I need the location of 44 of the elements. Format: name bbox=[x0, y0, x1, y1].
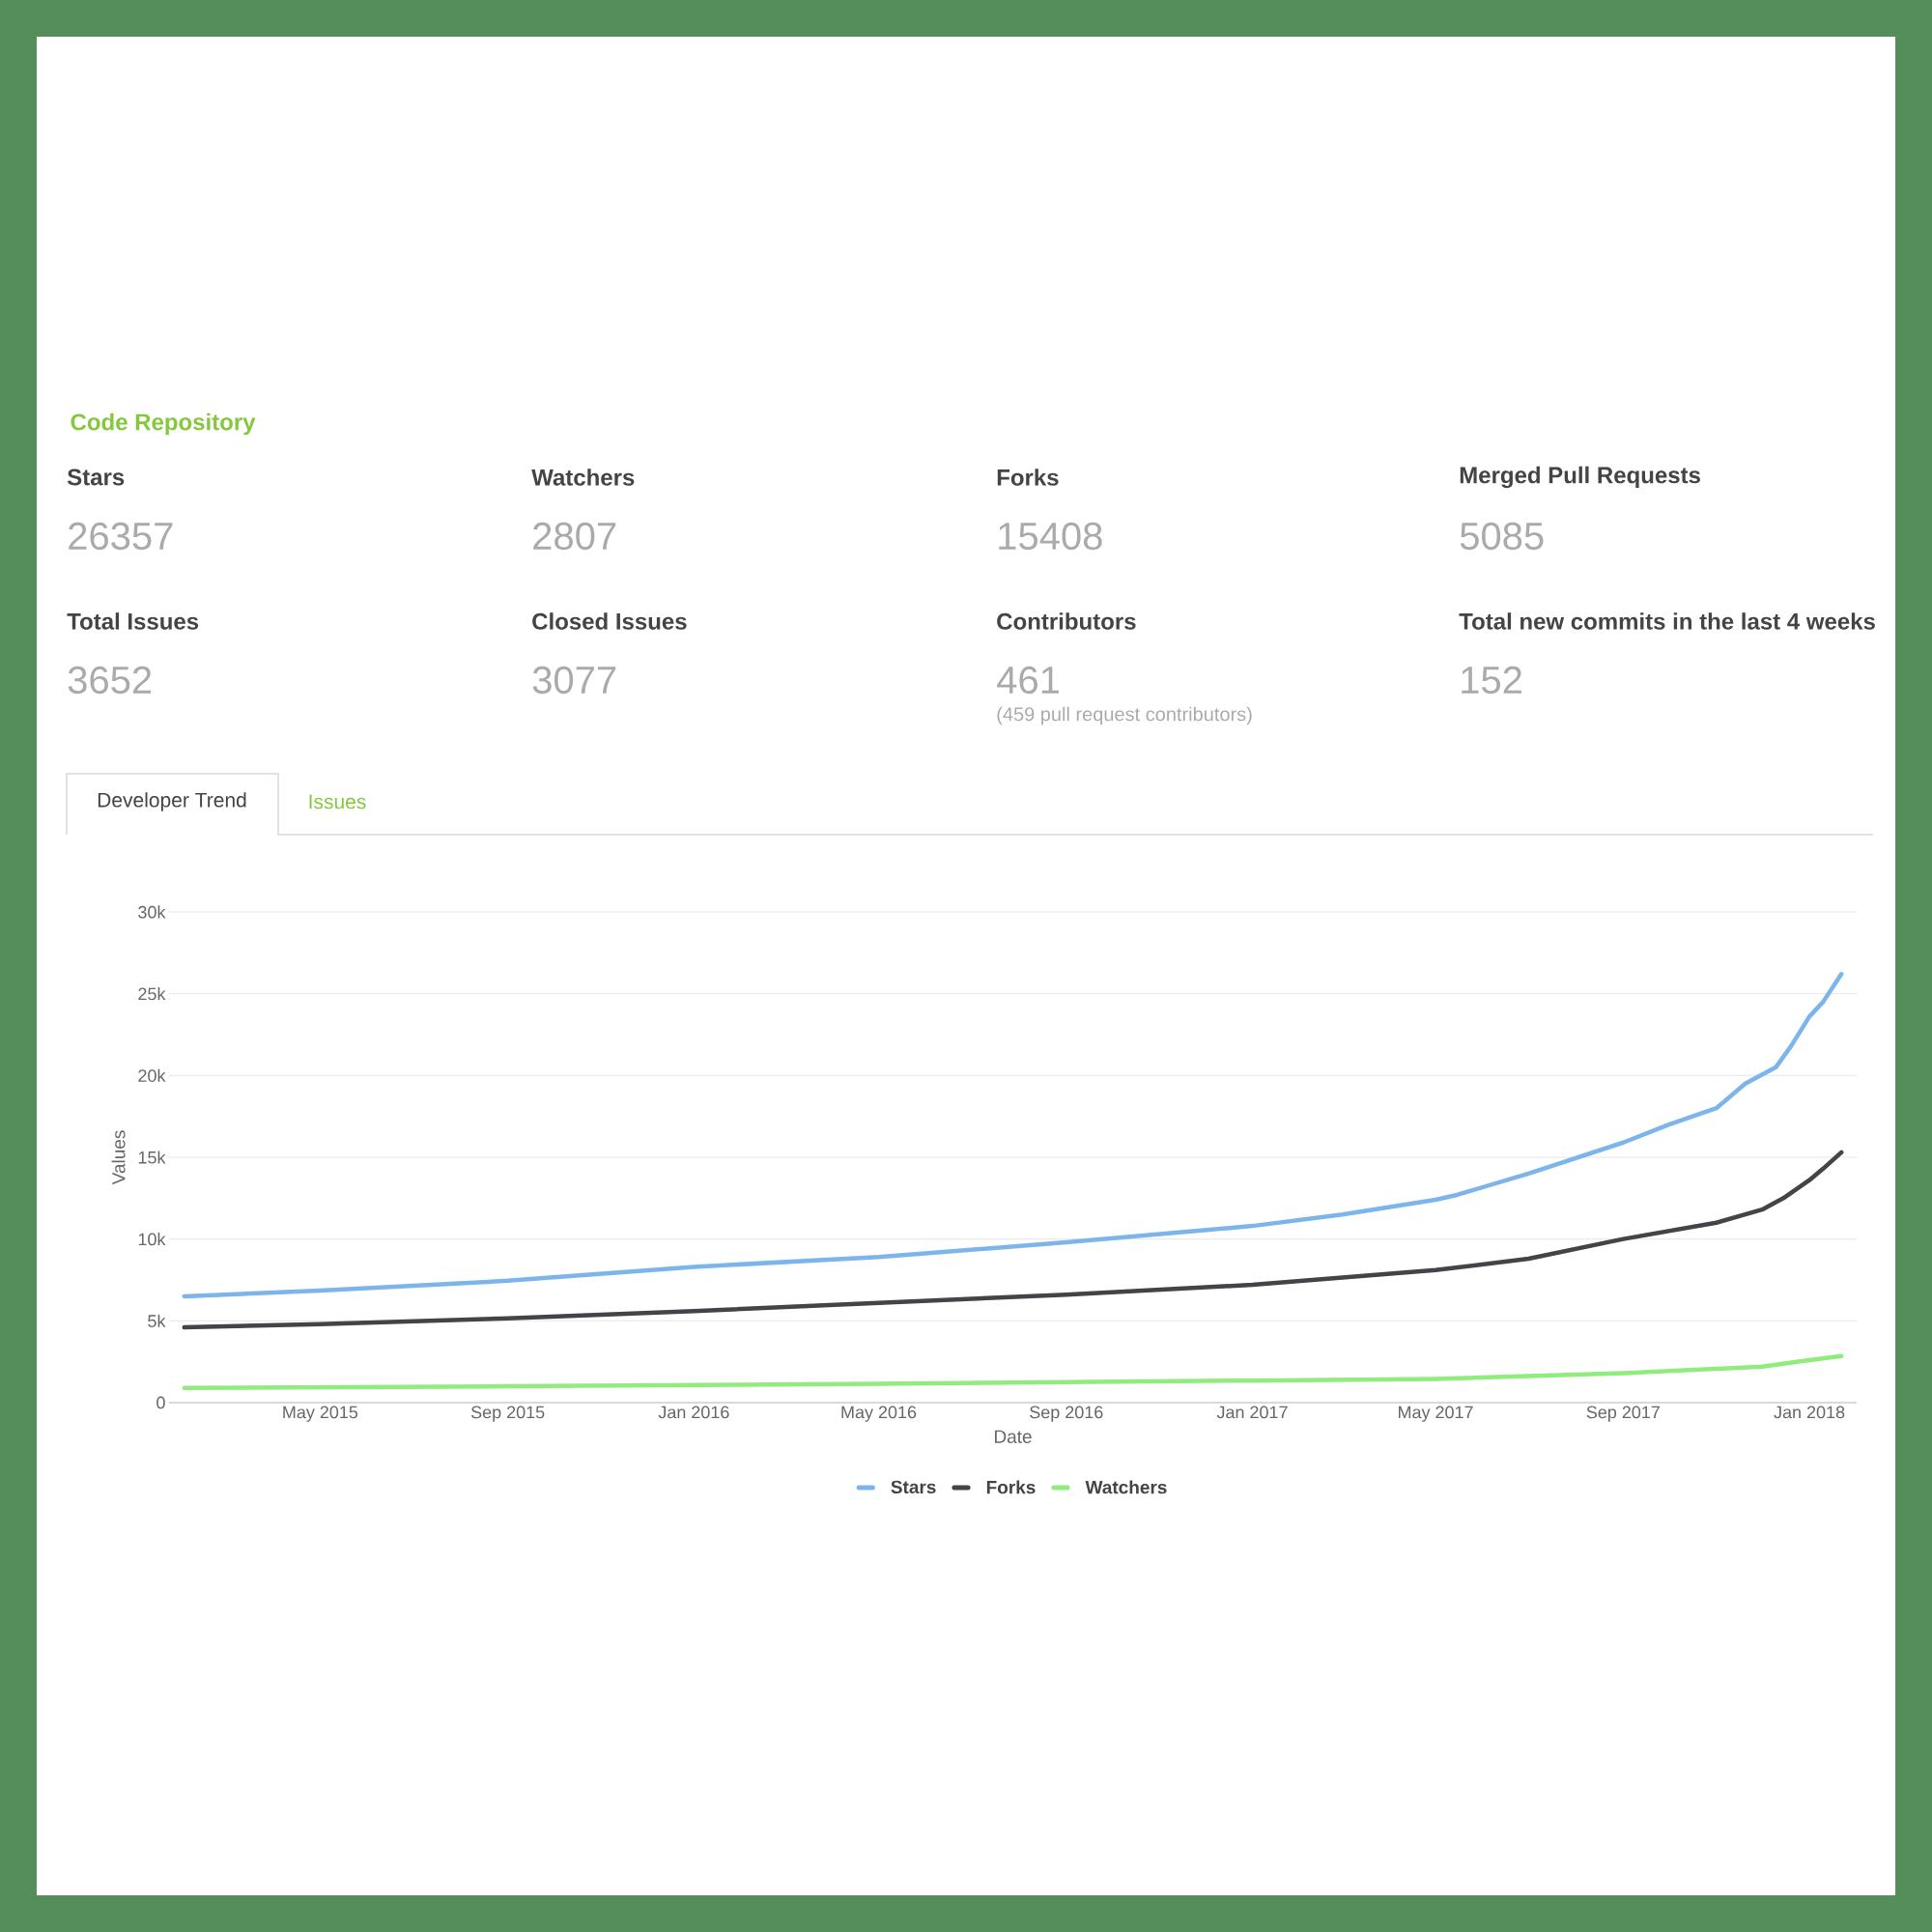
text: 5085 bbox=[1460, 522, 1544, 551]
legend-label: Forks bbox=[986, 1480, 1036, 1494]
legend-label: Watchers bbox=[1085, 1480, 1167, 1494]
text: Watchers bbox=[531, 469, 635, 486]
y-tick-label: 20k bbox=[138, 1068, 166, 1082]
x-tick-label: Sep 2017 bbox=[1586, 1406, 1660, 1422]
text: Stars bbox=[67, 469, 125, 486]
text: Total new commits in the last 4 weeks bbox=[1459, 612, 1875, 630]
line-series bbox=[182, 1353, 1844, 1390]
text: Developer Trend bbox=[98, 792, 246, 811]
y-tick-label: 30k bbox=[138, 905, 166, 919]
x-tick-label: Jan 2017 bbox=[1216, 1406, 1288, 1419]
x-tick-label: Jan 2016 bbox=[658, 1406, 729, 1419]
x-axis-title: Date bbox=[995, 1430, 1032, 1443]
x-tick-label: May 2016 bbox=[841, 1406, 917, 1422]
text: Merged Pull Requests bbox=[1460, 466, 1700, 489]
y-tick-label: 25k bbox=[138, 987, 166, 1001]
x-tick-label: May 2017 bbox=[1399, 1406, 1473, 1422]
text: 2807 bbox=[533, 522, 616, 551]
text: (459 pull request contributors) bbox=[997, 706, 1252, 725]
text: Issues bbox=[309, 794, 366, 810]
text: Forks bbox=[997, 469, 1059, 486]
y-tick-label: 10k bbox=[138, 1233, 166, 1246]
text: 3077 bbox=[532, 666, 616, 695]
y-tick-label: 0 bbox=[156, 1396, 165, 1409]
text: 3652 bbox=[68, 666, 152, 695]
line-series bbox=[182, 972, 1844, 1299]
x-tick-label: May 2015 bbox=[283, 1406, 358, 1422]
x-tick-label: Sep 2016 bbox=[1030, 1406, 1103, 1422]
y-tick-label: 5k bbox=[148, 1314, 166, 1327]
text: 461 bbox=[997, 666, 1059, 695]
text: Contributors bbox=[997, 612, 1136, 630]
text: 26357 bbox=[69, 522, 173, 551]
text: Total Issues bbox=[67, 612, 199, 630]
y-tick-label: 15k bbox=[138, 1151, 166, 1164]
text: 15408 bbox=[999, 522, 1102, 551]
legend-label: Stars bbox=[891, 1480, 936, 1494]
line-series bbox=[182, 1150, 1844, 1330]
text: 152 bbox=[1462, 666, 1521, 695]
x-tick-label: Jan 2018 bbox=[1774, 1406, 1845, 1419]
y-axis-title: Values bbox=[111, 1130, 126, 1185]
text: Closed Issues bbox=[532, 612, 687, 630]
text: Code Repository bbox=[71, 412, 256, 436]
x-tick-label: Sep 2015 bbox=[470, 1406, 545, 1422]
